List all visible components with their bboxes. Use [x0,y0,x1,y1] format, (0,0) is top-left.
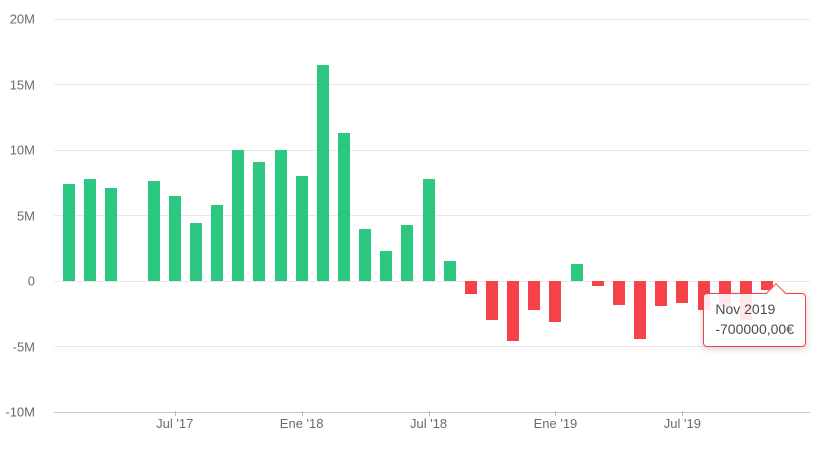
bar-feb--17[interactable] [63,184,75,281]
bar-mar--18[interactable] [337,132,350,281]
x-axis-tick-label: Jul '19 [663,416,701,431]
bar-sep--18[interactable] [464,281,477,295]
x-axis-tick-label: Jul '18 [409,416,448,431]
bar-may--19[interactable] [634,281,647,339]
x-axis-tick [174,411,176,416]
x-axis-tick [428,411,430,416]
bar-dic--18[interactable] [528,281,541,310]
gridline--5M [54,346,810,347]
y-axis-tick-label: -10M [5,404,35,420]
bar-jun--18[interactable] [401,224,414,281]
gridline-10M [54,149,810,151]
bar-mar--17[interactable] [84,178,97,281]
bar-nov--18[interactable] [507,281,520,342]
tooltip-title: Nov 2019 [715,301,776,317]
bar-feb--19[interactable] [570,263,583,281]
x-axis-tick [301,411,303,416]
y-axis-tick-label: 10M [9,142,35,158]
bar-oct--18[interactable] [486,281,498,321]
bar-ago--18[interactable] [443,261,456,281]
x-axis-tick-label: Jul '17 [156,416,194,431]
bar-ene--19[interactable] [549,281,562,322]
gridline-15M [54,84,810,85]
gridline-20M [54,18,810,20]
bar-abr--18[interactable] [359,228,372,281]
bar-abr--19[interactable] [612,281,625,305]
y-axis-tick-label: 5M [16,208,35,223]
bar-jul--17[interactable] [168,195,181,281]
bar-jun--19[interactable] [655,281,668,306]
gridline--10M [54,411,810,413]
tooltip: Nov 2019 -700000,00€ [703,283,806,347]
bar-oct--17[interactable] [232,150,245,281]
y-axis-tick-label: 0 [27,273,35,289]
bar-nov--19[interactable] [760,281,773,291]
bar-ago--17[interactable] [189,223,202,281]
x-axis-tick-label: Ene '19 [533,416,578,431]
y-axis-tick-label: 15M [9,77,35,92]
bar-may--18[interactable] [380,250,393,281]
x-axis-tick-label: Ene '18 [279,416,324,431]
bar-dic--17[interactable] [274,150,287,281]
bar-jul--18[interactable] [422,178,435,281]
bar-ene--18[interactable] [295,176,308,281]
bar-feb--18[interactable] [316,64,329,281]
bar-nov--17[interactable] [253,161,266,281]
bar-jun--17[interactable] [147,181,160,281]
bar-mar--19[interactable] [591,281,604,287]
gridline-0 [54,280,810,282]
x-axis-tick [682,411,684,416]
bar-jul--19[interactable] [676,281,689,304]
y-axis-tick-label: 20M [9,11,35,27]
x-axis-tick [555,411,557,416]
bar-abr--17[interactable] [105,187,118,281]
tooltip-value: -700000,00€ [715,321,794,338]
y-axis-tick-label: -5M [12,339,35,354]
bar-sep--17[interactable] [211,205,224,281]
